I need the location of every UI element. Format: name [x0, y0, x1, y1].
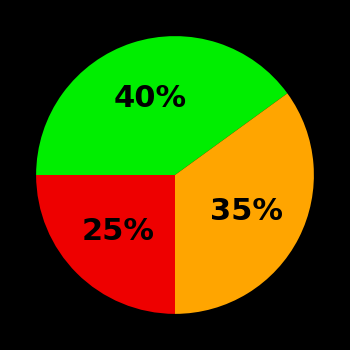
Wedge shape	[36, 36, 287, 175]
Wedge shape	[175, 93, 314, 314]
Text: 40%: 40%	[113, 84, 187, 113]
Text: 25%: 25%	[82, 217, 155, 246]
Text: 35%: 35%	[210, 197, 283, 226]
Wedge shape	[36, 175, 175, 314]
